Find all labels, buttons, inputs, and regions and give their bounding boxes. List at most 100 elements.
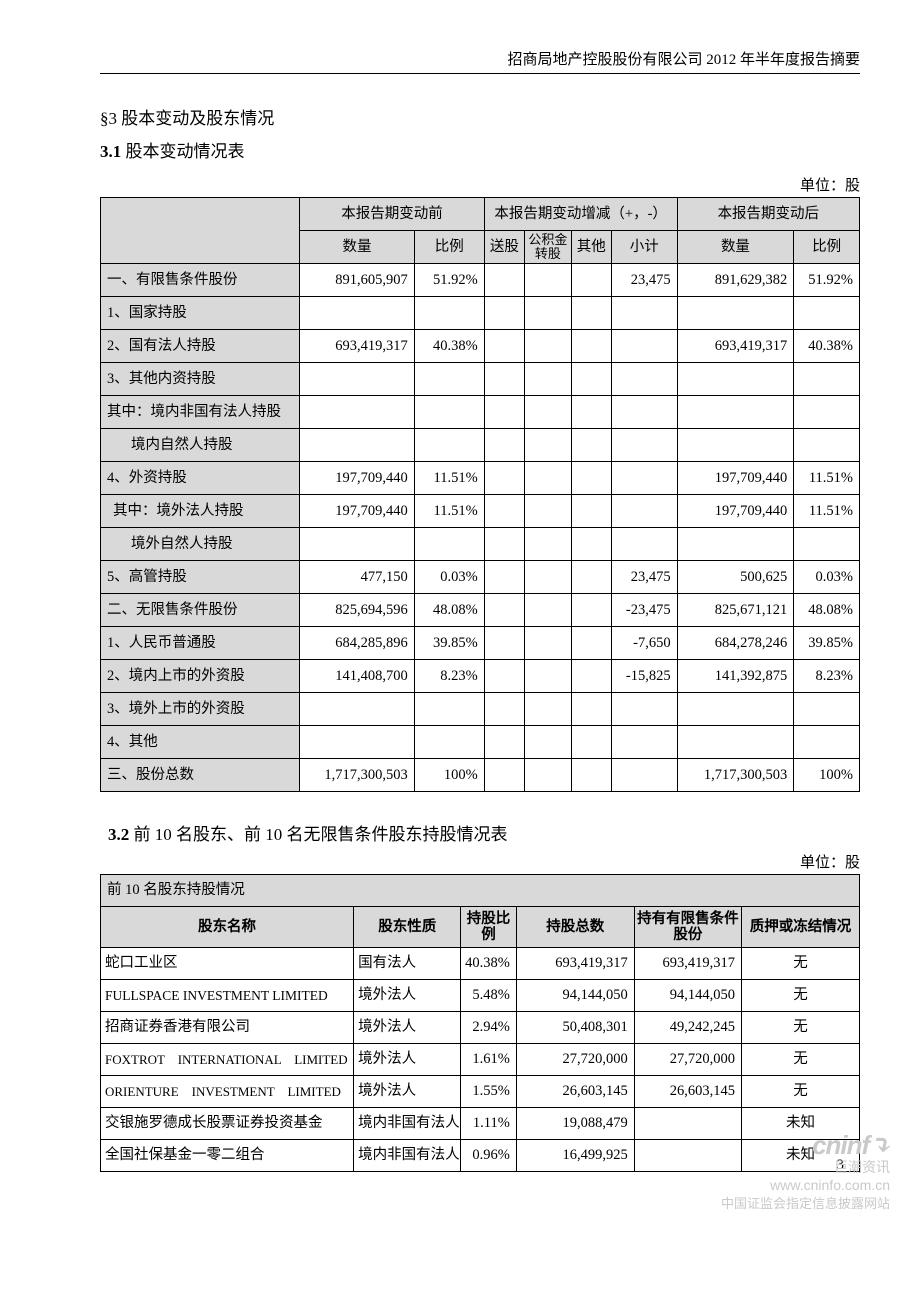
table-row: 蛇口工业区国有法人40.38%693,419,317693,419,317无 — [101, 948, 860, 980]
table-share-changes: 本报告期变动前 本报告期变动增减（+，-） 本报告期变动后 数量 比例 送股 公… — [100, 197, 860, 792]
table-row: 其中：境外法人持股197,709,44011.51%197,709,44011.… — [101, 495, 860, 528]
cell — [571, 528, 611, 561]
cell — [611, 528, 677, 561]
cell — [484, 594, 524, 627]
col-total: 持股总数 — [516, 907, 634, 948]
cell: 5.48% — [461, 980, 516, 1012]
row-label: 3、境外上市的外资股 — [101, 693, 300, 726]
cell: 11.51% — [414, 462, 484, 495]
section-3-2-title: 3.2 前 10 名股东、前 10 名无限售条件股东持股情况表 — [100, 820, 860, 845]
table-row: 1、国家持股 — [101, 297, 860, 330]
cell — [525, 264, 572, 297]
table-title: 前 10 名股东持股情况 — [101, 875, 860, 907]
cell: 40.38% — [461, 948, 516, 980]
cell — [484, 330, 524, 363]
row-label: 其中：境外法人持股 — [101, 495, 300, 528]
cell — [525, 462, 572, 495]
table-row: 3、境外上市的外资股 — [101, 693, 860, 726]
cell — [571, 462, 611, 495]
cell: FULLSPACE INVESTMENT LIMITED — [101, 980, 354, 1012]
cell: 27,720,000 — [634, 1044, 741, 1076]
cell: 39.85% — [414, 627, 484, 660]
col-pledge: 质押或冻结情况 — [741, 907, 859, 948]
section-3-2-label: 前 10 名股东、前 10 名无限售条件股东持股情况表 — [134, 825, 508, 844]
cell: 500,625 — [677, 561, 794, 594]
col-before: 本报告期变动前 — [300, 198, 484, 231]
cell — [677, 693, 794, 726]
cell — [484, 759, 524, 792]
col-qty-after: 数量 — [677, 231, 794, 264]
cell: 11.51% — [794, 495, 860, 528]
table-row: FULLSPACE INVESTMENT LIMITED境外法人5.48%94,… — [101, 980, 860, 1012]
cell — [794, 396, 860, 429]
section-3-1-label: 股本变动情况表 — [126, 142, 245, 161]
cell — [525, 759, 572, 792]
cell — [484, 396, 524, 429]
row-label: 4、其他 — [101, 726, 300, 759]
cell — [300, 396, 414, 429]
cell — [525, 528, 572, 561]
cell: 40.38% — [414, 330, 484, 363]
cell — [525, 297, 572, 330]
cell — [611, 297, 677, 330]
cell: 8.23% — [794, 660, 860, 693]
row-label: 3、其他内资持股 — [101, 363, 300, 396]
table-top-10-shareholders: 前 10 名股东持股情况 股东名称 股东性质 持股比例 持股总数 持有有限售条件… — [100, 874, 860, 1172]
cell: 26,603,145 — [516, 1076, 634, 1108]
cell: 无 — [741, 948, 859, 980]
cell — [794, 726, 860, 759]
table-row: 招商证券香港有限公司境外法人2.94%50,408,30149,242,245无 — [101, 1012, 860, 1044]
cell — [414, 297, 484, 330]
table-row: 3、其他内资持股 — [101, 363, 860, 396]
row-label: 1、国家持股 — [101, 297, 300, 330]
page-number: 3 — [837, 1157, 845, 1174]
col-ratio-before: 比例 — [414, 231, 484, 264]
row-label: 2、境内上市的外资股 — [101, 660, 300, 693]
cell: 1,717,300,503 — [300, 759, 414, 792]
table-row: 二、无限售条件股份825,694,59648.08%-23,475825,671… — [101, 594, 860, 627]
col-ratio: 持股比例 — [461, 907, 516, 948]
cell — [484, 363, 524, 396]
cell: 16,499,925 — [516, 1140, 634, 1172]
cell — [525, 396, 572, 429]
cell — [525, 660, 572, 693]
col-type: 股东性质 — [354, 907, 461, 948]
cell — [525, 561, 572, 594]
cell: 国有法人 — [354, 948, 461, 980]
cell: 11.51% — [414, 495, 484, 528]
cell: 0.96% — [461, 1140, 516, 1172]
table-row: 2、境内上市的外资股141,408,7008.23%-15,825141,392… — [101, 660, 860, 693]
cell — [300, 429, 414, 462]
cell: 1.61% — [461, 1044, 516, 1076]
row-label: 其中：境内非国有法人持股 — [101, 396, 300, 429]
cell — [677, 297, 794, 330]
col-other: 其他 — [571, 231, 611, 264]
table-row: 4、外资持股197,709,44011.51%197,709,44011.51% — [101, 462, 860, 495]
table-row: 境外自然人持股 — [101, 528, 860, 561]
cell: 141,408,700 — [300, 660, 414, 693]
col-ratio-after: 比例 — [794, 231, 860, 264]
cell — [634, 1140, 741, 1172]
table-row: ORIENTURE INVESTMENT LIMITED境外法人1.55%26,… — [101, 1076, 860, 1108]
row-label: 二、无限售条件股份 — [101, 594, 300, 627]
cell: 27,720,000 — [516, 1044, 634, 1076]
table-row: 全国社保基金一零二组合境内非国有法人0.96%16,499,925未知 — [101, 1140, 860, 1172]
cell: 693,419,317 — [300, 330, 414, 363]
section-3-title: §3 股本变动及股东情况 — [100, 104, 860, 129]
cell — [484, 495, 524, 528]
cell — [484, 660, 524, 693]
cell — [300, 528, 414, 561]
cell — [525, 330, 572, 363]
cell: 48.08% — [414, 594, 484, 627]
row-label: 2、国有法人持股 — [101, 330, 300, 363]
cell: 1.55% — [461, 1076, 516, 1108]
cell — [677, 363, 794, 396]
cell — [484, 726, 524, 759]
cell — [484, 528, 524, 561]
cell: 891,629,382 — [677, 264, 794, 297]
cell: -15,825 — [611, 660, 677, 693]
cell: 40.38% — [794, 330, 860, 363]
cell: 2.94% — [461, 1012, 516, 1044]
cell: 无 — [741, 1076, 859, 1108]
cell: 无 — [741, 1044, 859, 1076]
